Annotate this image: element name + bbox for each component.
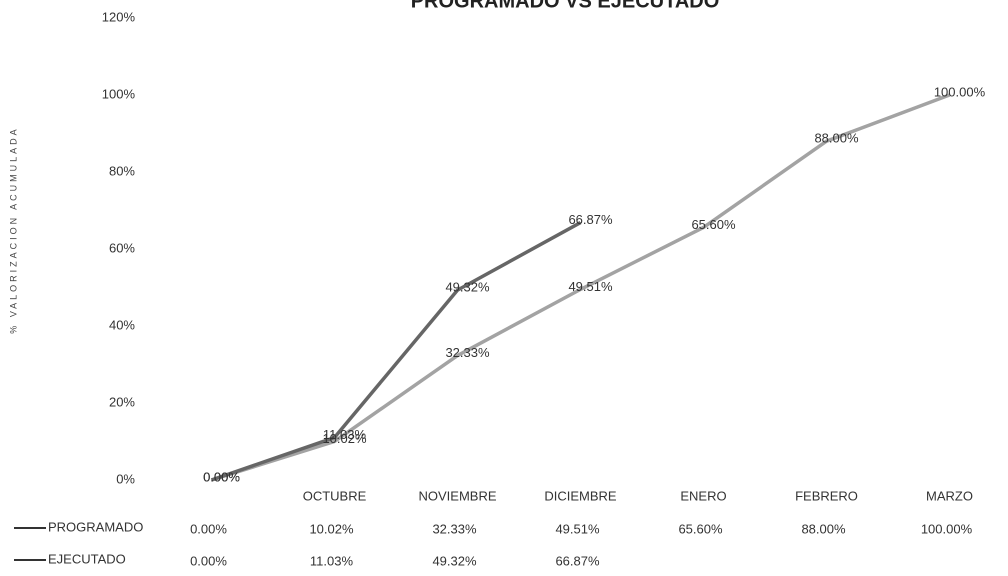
data-label: 32.33%: [445, 345, 490, 360]
y-axis-label: % VALORIZACION ACUMULADA: [8, 126, 18, 333]
data-label: 88.00%: [814, 131, 859, 146]
table-cell: 32.33%: [432, 521, 477, 536]
data-label: 0.00%: [203, 469, 240, 484]
x-tick-label: DICIEMBRE: [544, 488, 617, 503]
table-cell: 49.51%: [555, 521, 600, 536]
legend-label: PROGRAMADO: [48, 519, 143, 534]
y-tick-label: 20%: [109, 394, 135, 409]
x-tick-label: ENERO: [680, 488, 726, 503]
legend-label: EJECUTADO: [48, 551, 126, 566]
data-label: 49.51%: [568, 279, 613, 294]
x-tick-label: FEBRERO: [795, 488, 858, 503]
table-cell: 65.60%: [678, 521, 723, 536]
data-label: 100.00%: [934, 84, 986, 99]
data-label: 11.03%: [323, 427, 367, 442]
data-label: 0.00%: [203, 469, 240, 484]
table-cell: 0.00%: [190, 521, 227, 536]
table-cell: 49.32%: [432, 553, 477, 568]
data-label: 65.60%: [691, 217, 736, 232]
table-cell: 100.00%: [921, 521, 973, 536]
chart-title: PROGRAMADO VS EJECUTADO: [411, 0, 720, 12]
table-cell: 11.03%: [310, 553, 354, 568]
y-tick-label: 60%: [109, 240, 135, 255]
series-line: [210, 93, 951, 482]
y-tick-label: 40%: [109, 317, 135, 332]
table-cell: 88.00%: [801, 521, 846, 536]
series-line: [210, 221, 582, 482]
y-tick-label: 80%: [109, 163, 135, 178]
data-label: 10.02%: [322, 431, 367, 446]
x-tick-label: OCTUBRE: [303, 488, 367, 503]
table-cell: 10.02%: [309, 521, 354, 536]
table-cell: 0.00%: [190, 553, 227, 568]
x-tick-label: NOVIEMBRE: [418, 488, 496, 503]
data-label: 49.32%: [445, 280, 490, 295]
x-tick-label: MARZO: [926, 488, 973, 503]
y-tick-label: 100%: [102, 86, 136, 101]
y-tick-label: 0%: [116, 471, 135, 486]
data-label: 66.87%: [568, 212, 613, 227]
table-cell: 66.87%: [555, 553, 600, 568]
y-tick-label: 120%: [102, 9, 136, 24]
